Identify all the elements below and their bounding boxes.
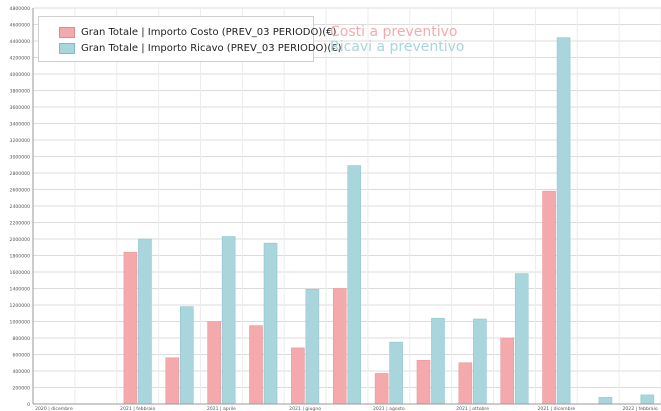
bar-ricavo[interactable] <box>514 273 529 405</box>
x-tick-label: 2021 | agosto <box>373 406 405 411</box>
y-tick-label: 0 <box>27 402 30 408</box>
bar-ricavo[interactable] <box>598 397 613 405</box>
legend-item-costo[interactable]: Gran Totale | Importo Costo (PREV_03 PER… <box>59 25 336 39</box>
y-tick-label: 4400000 <box>10 39 31 45</box>
bar-ricavo[interactable] <box>640 394 655 405</box>
y-tick-label: 1200000 <box>10 303 31 309</box>
bar-ricavo[interactable] <box>347 165 362 405</box>
y-tick-label: 2200000 <box>10 221 31 227</box>
y-tick-label: 2000000 <box>10 237 31 243</box>
bar-costo[interactable] <box>207 321 221 405</box>
x-tick-label: 2022 | febbraio <box>622 406 657 411</box>
y-tick-label: 3400000 <box>10 122 31 128</box>
bar-costo[interactable] <box>165 357 180 405</box>
y-tick-label: 1000000 <box>10 320 31 326</box>
x-tick-label: 2021 | aprile <box>207 406 236 411</box>
y-tick-label: 1600000 <box>10 270 31 276</box>
bar-ricavo[interactable] <box>431 317 445 405</box>
legend-swatch-ricavo <box>59 42 75 54</box>
x-tick-label: 2020 | dicembre <box>35 406 73 411</box>
y-tick-label: 2600000 <box>10 188 31 194</box>
y-tick-label: 4200000 <box>10 56 31 62</box>
y-tick-label: 1400000 <box>10 287 31 293</box>
costi-a-preventivo-label: Costi a preventivo <box>330 24 458 40</box>
y-tick-label: 2800000 <box>10 171 31 177</box>
bar-ricavo[interactable] <box>389 341 403 405</box>
bar-costo[interactable] <box>291 347 305 405</box>
axes: 0 200000 400000 600000 800000 1000000 1200000 1… <box>10 6 661 411</box>
y-tick-label: 2400000 <box>10 204 31 210</box>
y-tick-label: 200000 <box>12 386 30 392</box>
legend-label-ricavo: Gran Totale | Importo Ricavo (PREV_03 PE… <box>81 42 342 54</box>
y-tick-label: 800000 <box>12 336 30 342</box>
y-tick-label: 3600000 <box>10 105 31 111</box>
bar-costo[interactable] <box>249 325 263 405</box>
y-tick-label: 4800000 <box>10 6 31 12</box>
bar-ricavo[interactable] <box>556 37 571 405</box>
x-tick-label: 2021 | febbraio <box>120 406 155 411</box>
bar-costo[interactable] <box>332 288 347 405</box>
bar-costo[interactable] <box>123 251 138 405</box>
bar-costo[interactable] <box>542 190 556 405</box>
bar-ricavo[interactable] <box>305 289 320 405</box>
y-tick-label: 3200000 <box>10 138 31 144</box>
bar-costo[interactable] <box>374 373 389 405</box>
y-tick-label: 3000000 <box>10 155 31 161</box>
legend-label-costo: Gran Totale | Importo Costo (PREV_03 PER… <box>81 26 337 38</box>
x-tick-label: 2021 | giugno <box>289 406 321 411</box>
bar-ricavo[interactable] <box>263 242 278 405</box>
y-tick-label: 1800000 <box>10 254 31 260</box>
y-tick-label: 3800000 <box>10 89 31 95</box>
bars <box>123 37 655 405</box>
bar-costo[interactable] <box>500 337 515 405</box>
y-tick-label: 400000 <box>12 369 30 375</box>
bar-ricavo[interactable] <box>138 238 152 405</box>
bar-ricavo[interactable] <box>473 318 487 405</box>
legend: Gran Totale | Importo Costo (PREV_03 PER… <box>38 16 342 62</box>
legend-swatch-costo <box>59 26 75 38</box>
grid-lines <box>32 7 661 404</box>
bar-costo[interactable] <box>458 362 473 405</box>
x-tick-label: 2021 | ottobre <box>456 406 489 411</box>
legend-item-ricavo[interactable]: Gran Totale | Importo Ricavo (PREV_03 PE… <box>59 41 342 55</box>
bar-ricavo[interactable] <box>221 236 236 405</box>
y-tick-label: 4000000 <box>10 72 31 78</box>
ricavi-a-preventivo-label: Ricavi a preventivo <box>330 39 465 55</box>
x-tick-label: 2021 | dicembre <box>537 406 575 411</box>
bar-costo[interactable] <box>416 359 431 405</box>
y-tick-label: 600000 <box>12 353 30 359</box>
y-tick-label: 4600000 <box>10 23 31 29</box>
bar-ricavo[interactable] <box>179 306 194 405</box>
